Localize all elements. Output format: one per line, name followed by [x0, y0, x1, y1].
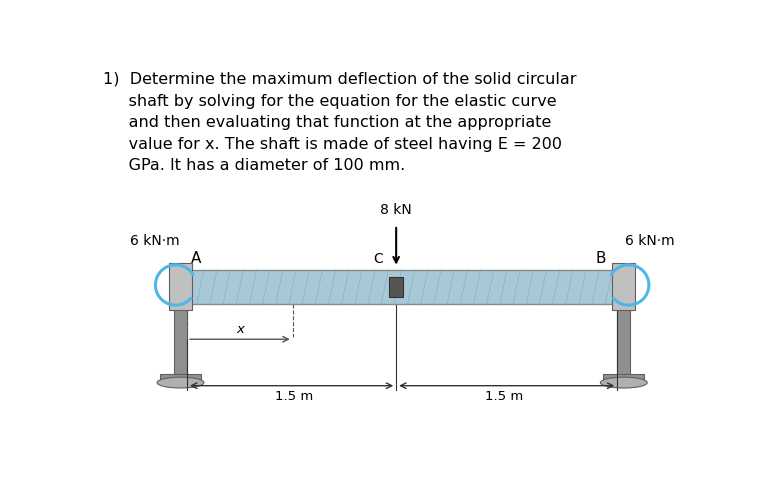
Bar — [181, 270, 624, 304]
Text: 6 kN·m: 6 kN·m — [130, 234, 179, 248]
Ellipse shape — [601, 377, 647, 388]
Bar — [612, 264, 635, 310]
Text: 6 kN·m: 6 kN·m — [625, 234, 675, 248]
Bar — [160, 374, 201, 383]
Bar — [604, 374, 644, 383]
Text: 1.5 m: 1.5 m — [275, 390, 313, 403]
Ellipse shape — [157, 377, 204, 388]
Bar — [617, 304, 631, 374]
Text: A: A — [191, 250, 202, 266]
Text: 1.5 m: 1.5 m — [485, 390, 523, 403]
Text: C: C — [373, 252, 383, 266]
Bar — [174, 304, 187, 374]
Text: B: B — [595, 250, 605, 266]
Bar — [169, 264, 192, 310]
Text: 8 kN: 8 kN — [380, 203, 412, 217]
Bar — [389, 277, 404, 297]
Text: x: x — [236, 323, 243, 336]
Text: 1)  Determine the maximum deflection of the solid circular
     shaft by solving: 1) Determine the maximum deflection of t… — [103, 72, 576, 174]
